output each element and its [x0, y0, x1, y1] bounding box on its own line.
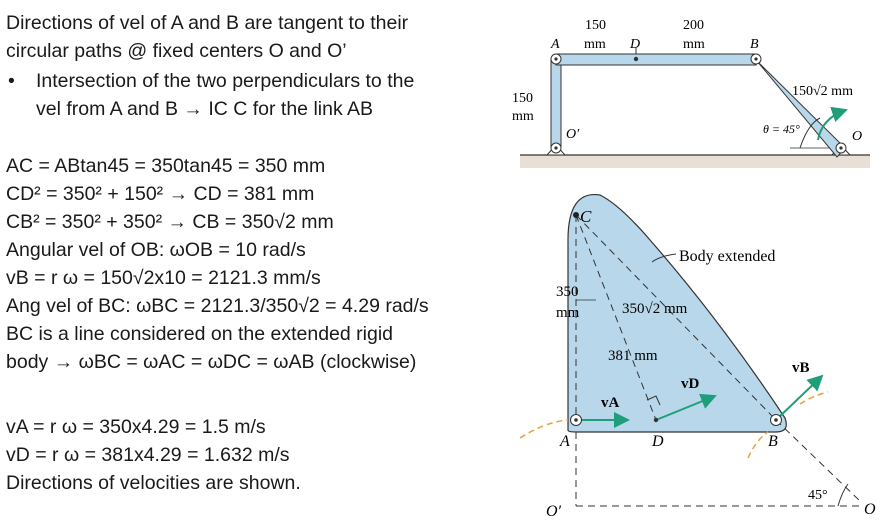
angle-45-label: 45° [808, 488, 828, 503]
dim-mm-left: mm [512, 109, 534, 124]
text-line-15: Directions of velocities are shown. [6, 472, 301, 494]
point-c [573, 212, 579, 218]
body-extended-leader [651, 253, 677, 263]
point-d [633, 56, 639, 62]
text-line-12: body → ωBC = ωAC = ωDC = ωAB (clockwise) [6, 351, 417, 373]
text-line-8: Angular vel of OB: ωOB = 10 rad/s [6, 239, 306, 261]
link-ab [555, 53, 757, 66]
label-c: C [580, 207, 592, 226]
dashed-cd [575, 214, 657, 421]
bottom-label-a: A [559, 433, 570, 450]
dim-150-top: 150 [585, 18, 606, 33]
top-label-b: B [750, 37, 759, 52]
right-angle-mark [646, 395, 661, 406]
dim-350r2: 350√2 mm [622, 301, 688, 317]
bottom-label-oprime: O′ [546, 503, 562, 520]
dim-350-b: mm [556, 305, 580, 321]
dim-350-a: 350 [556, 284, 579, 300]
text-line-4: vel from A and B → IC C for the link AB [36, 98, 374, 120]
label-vb: vB [792, 360, 810, 376]
label-vd: vD [681, 376, 700, 392]
ground [520, 155, 870, 168]
text-line-9: vB = r ω = 150√2x10 = 2121.3 mm/s [6, 267, 321, 289]
pin-b-dot [754, 57, 758, 61]
path-a-arc [519, 419, 569, 439]
top-label-d: D [629, 37, 640, 52]
text-line-5: AC = ABtan45 = 350tan45 = 350 mm [6, 155, 326, 177]
velocity-b-arrow [777, 374, 824, 419]
velocity-d-arrow [655, 393, 717, 421]
bottom-label-b: B [768, 433, 778, 450]
top-mechanism: 150 mm 200 mm A D B 150 mm 150√2 mm θ = … [512, 18, 870, 168]
angle-45-arc [837, 483, 849, 507]
bullet-marker: • [8, 70, 15, 92]
omega-ob-arrow [817, 106, 848, 141]
angle-arc [799, 117, 821, 149]
angle-label: θ = 45° [763, 122, 800, 136]
top-label-a: A [550, 37, 560, 52]
link-bo [751, 54, 846, 158]
top-label-o: O [852, 129, 862, 144]
text-line-10: Ang vel of BC: ωBC = 2121.3/350√2 = 4.29… [6, 295, 429, 317]
text-line-1: Directions of vel of A and B are tangent… [6, 12, 409, 34]
pin-oprime-dot [554, 146, 558, 150]
bottom-mechanism: C Body extended 350 mm 350√2 mm 381 mm v… [519, 193, 876, 520]
text-line-11: BC is a line considered on the extended … [6, 323, 393, 345]
text-line-2: circular paths @ fixed centers O and O’ [6, 40, 347, 62]
path-b-arc-high [799, 391, 829, 405]
link-oprime-a [550, 58, 562, 148]
pin-b-bottom-dot [774, 418, 778, 422]
top-label-oprime: O′ [566, 127, 580, 142]
text-line-3: Intersection of the two perpendiculars t… [36, 70, 415, 92]
dim-381: 381 mm [608, 348, 658, 364]
text-line-13: vA = r ω = 350x4.29 = 1.5 m/s [6, 416, 266, 438]
point-d-bottom [653, 417, 659, 423]
text-line-7: CB² = 350² + 350² → CB = 350√2 mm [6, 211, 334, 233]
pin-o-dot [839, 146, 843, 150]
dim-200: 200 [683, 18, 704, 33]
dim-mm-2: mm [683, 37, 705, 52]
label-va: vA [601, 395, 620, 411]
dashed-b-o [775, 419, 863, 504]
pin-a-dot [554, 57, 558, 61]
bottom-label-d: D [651, 433, 664, 450]
body-extended-label: Body extended [679, 248, 775, 265]
dim-150r2: 150√2 mm [792, 84, 853, 99]
dim-150-left: 150 [512, 91, 533, 106]
bottom-label-o: O [864, 501, 876, 518]
extended-body [567, 193, 787, 433]
text-line-14: vD = r ω = 381x4.29 = 1.632 m/s [6, 444, 290, 466]
text-line-6: CD² = 350² + 150² → CD = 381 mm [6, 183, 315, 205]
path-b-arc-low [747, 431, 769, 459]
dim-mm-1: mm [584, 37, 606, 52]
pin-a-bottom-dot [574, 418, 578, 422]
